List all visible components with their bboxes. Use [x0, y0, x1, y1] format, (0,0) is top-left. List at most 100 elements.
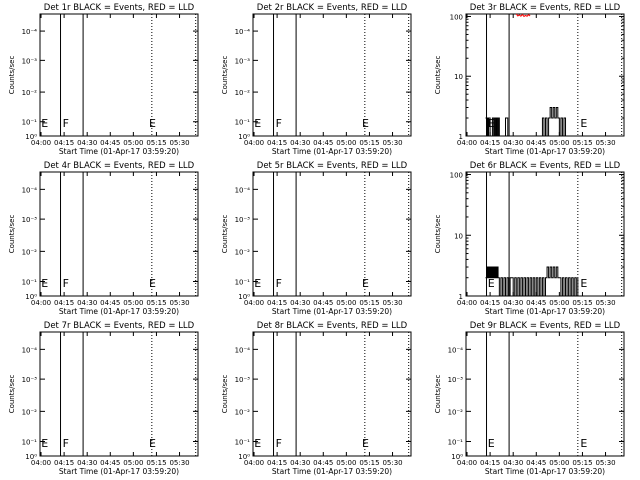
y-tick-label: 10 — [454, 232, 463, 240]
interval-marker-e: E — [580, 437, 587, 450]
interval-marker-f: F — [63, 277, 69, 290]
x-axis-label: Start Time (01-Apr-17 03:59:20) — [59, 307, 179, 316]
y-tick-label: 10⁻³ — [235, 376, 251, 384]
x-axis-label: Start Time (01-Apr-17 03:59:20) — [59, 147, 179, 156]
plot-frame — [465, 331, 625, 457]
y-tick-label: 100 — [450, 172, 463, 180]
y-tick-label: 10⁰ — [451, 453, 463, 461]
x-tick-label: 04:00 — [457, 299, 477, 307]
x-tick-label: 04:30 — [77, 139, 97, 147]
x-tick-label: 04:15 — [480, 139, 500, 147]
x-tick-label: 04:00 — [31, 299, 51, 307]
y-tick-label: 10⁻¹ — [235, 438, 251, 446]
x-tick-label: 04:15 — [54, 139, 74, 147]
x-tick-label: 04:30 — [77, 299, 97, 307]
x-tick-label: 05:30 — [382, 299, 402, 307]
interval-marker-e: E — [149, 437, 156, 450]
x-tick-label: 05:15 — [359, 139, 379, 147]
y-axis-label: Counts/sec — [221, 375, 229, 414]
interval-marker-e: E — [580, 277, 587, 290]
y-tick-label: 10⁻⁴ — [22, 28, 38, 36]
x-tick-label: 04:30 — [503, 459, 523, 467]
panel-title: Det 9r BLACK = Events, RED = LLD — [470, 321, 621, 331]
x-tick-label: 04:45 — [100, 299, 120, 307]
x-tick-label: 04:15 — [267, 459, 287, 467]
x-tick-label: 04:30 — [290, 139, 310, 147]
y-axis-label: Counts/sec — [8, 375, 16, 414]
x-tick-label: 05:15 — [572, 299, 592, 307]
y-tick-label: 10⁻² — [448, 408, 464, 416]
x-tick-label: 04:15 — [54, 459, 74, 467]
y-tick-label: 10⁻⁴ — [22, 346, 38, 354]
x-tick-label: 04:30 — [503, 299, 523, 307]
x-tick-label: 05:15 — [146, 459, 166, 467]
y-tick-label: 10⁻⁴ — [22, 186, 38, 194]
interval-marker-e: E — [149, 117, 156, 130]
x-tick-label: 04:00 — [31, 459, 51, 467]
y-tick-label: 10 — [454, 73, 463, 81]
y-tick-label: 10⁻³ — [22, 376, 38, 384]
y-tick-label: 10⁰ — [238, 453, 250, 461]
plot-frame — [252, 331, 412, 457]
x-tick-label: 05:00 — [123, 459, 143, 467]
y-tick-label: 10⁰ — [238, 133, 250, 141]
plot-frame — [39, 171, 199, 297]
y-tick-label: 10⁻¹ — [22, 119, 38, 127]
x-tick-label: 05:00 — [549, 139, 569, 147]
interval-marker-e: E — [362, 117, 369, 130]
x-axis-label: Start Time (01-Apr-17 03:59:20) — [272, 467, 392, 476]
panel-title: Det 3r BLACK = Events, RED = LLD — [470, 3, 621, 13]
interval-marker-f: F — [276, 117, 282, 130]
x-tick-label: 04:15 — [54, 299, 74, 307]
x-tick-label: 04:15 — [480, 299, 500, 307]
x-tick-label: 04:30 — [77, 459, 97, 467]
panel-title: Det 2r BLACK = Events, RED = LLD — [257, 3, 408, 13]
x-tick-label: 05:15 — [572, 459, 592, 467]
y-axis-label: Counts/sec — [8, 215, 16, 254]
y-tick-label: 10⁻² — [235, 248, 251, 256]
y-tick-label: 10⁰ — [25, 133, 37, 141]
y-axis-label: Counts/sec — [8, 56, 16, 95]
plot-frame — [252, 171, 412, 297]
y-axis-label: Counts/sec — [434, 56, 442, 95]
panel-title: Det 1r BLACK = Events, RED = LLD — [44, 3, 195, 13]
y-tick-label: 10⁻⁴ — [448, 346, 464, 354]
x-axis-label: Start Time (01-Apr-17 03:59:20) — [485, 467, 605, 476]
x-tick-label: 04:30 — [503, 139, 523, 147]
y-tick-label: 10⁻¹ — [22, 278, 38, 286]
x-tick-label: 05:15 — [146, 139, 166, 147]
x-tick-label: 05:00 — [336, 459, 356, 467]
x-tick-label: 05:00 — [549, 459, 569, 467]
x-tick-label: 05:15 — [146, 299, 166, 307]
x-tick-label: 04:45 — [100, 139, 120, 147]
x-tick-label: 04:00 — [457, 139, 477, 147]
y-tick-label: 1 — [459, 133, 463, 141]
y-tick-label: 10⁰ — [25, 293, 37, 301]
x-tick-label: 05:00 — [549, 299, 569, 307]
x-tick-label: 05:30 — [382, 459, 402, 467]
plot-frame — [39, 331, 199, 457]
plot-frame — [252, 13, 412, 137]
interval-marker-e: E — [41, 437, 48, 450]
y-axis-label: Counts/sec — [434, 375, 442, 414]
y-tick-label: 10⁻¹ — [448, 438, 464, 446]
interval-marker-f: F — [276, 437, 282, 450]
y-tick-label: 10⁻² — [22, 408, 38, 416]
y-tick-label: 10⁰ — [238, 293, 250, 301]
x-tick-label: 05:30 — [382, 139, 402, 147]
y-tick-label: 10⁻³ — [235, 57, 251, 65]
interval-marker-e: E — [254, 437, 261, 450]
panel-title: Det 5r BLACK = Events, RED = LLD — [257, 161, 408, 171]
y-tick-label: 10⁻¹ — [22, 438, 38, 446]
y-tick-label: 10⁰ — [25, 453, 37, 461]
y-tick-label: 100 — [450, 13, 463, 21]
interval-marker-f: F — [276, 277, 282, 290]
interval-marker-f: F — [63, 117, 69, 130]
y-tick-label: 10⁻⁴ — [235, 28, 251, 36]
x-tick-label: 04:30 — [290, 299, 310, 307]
